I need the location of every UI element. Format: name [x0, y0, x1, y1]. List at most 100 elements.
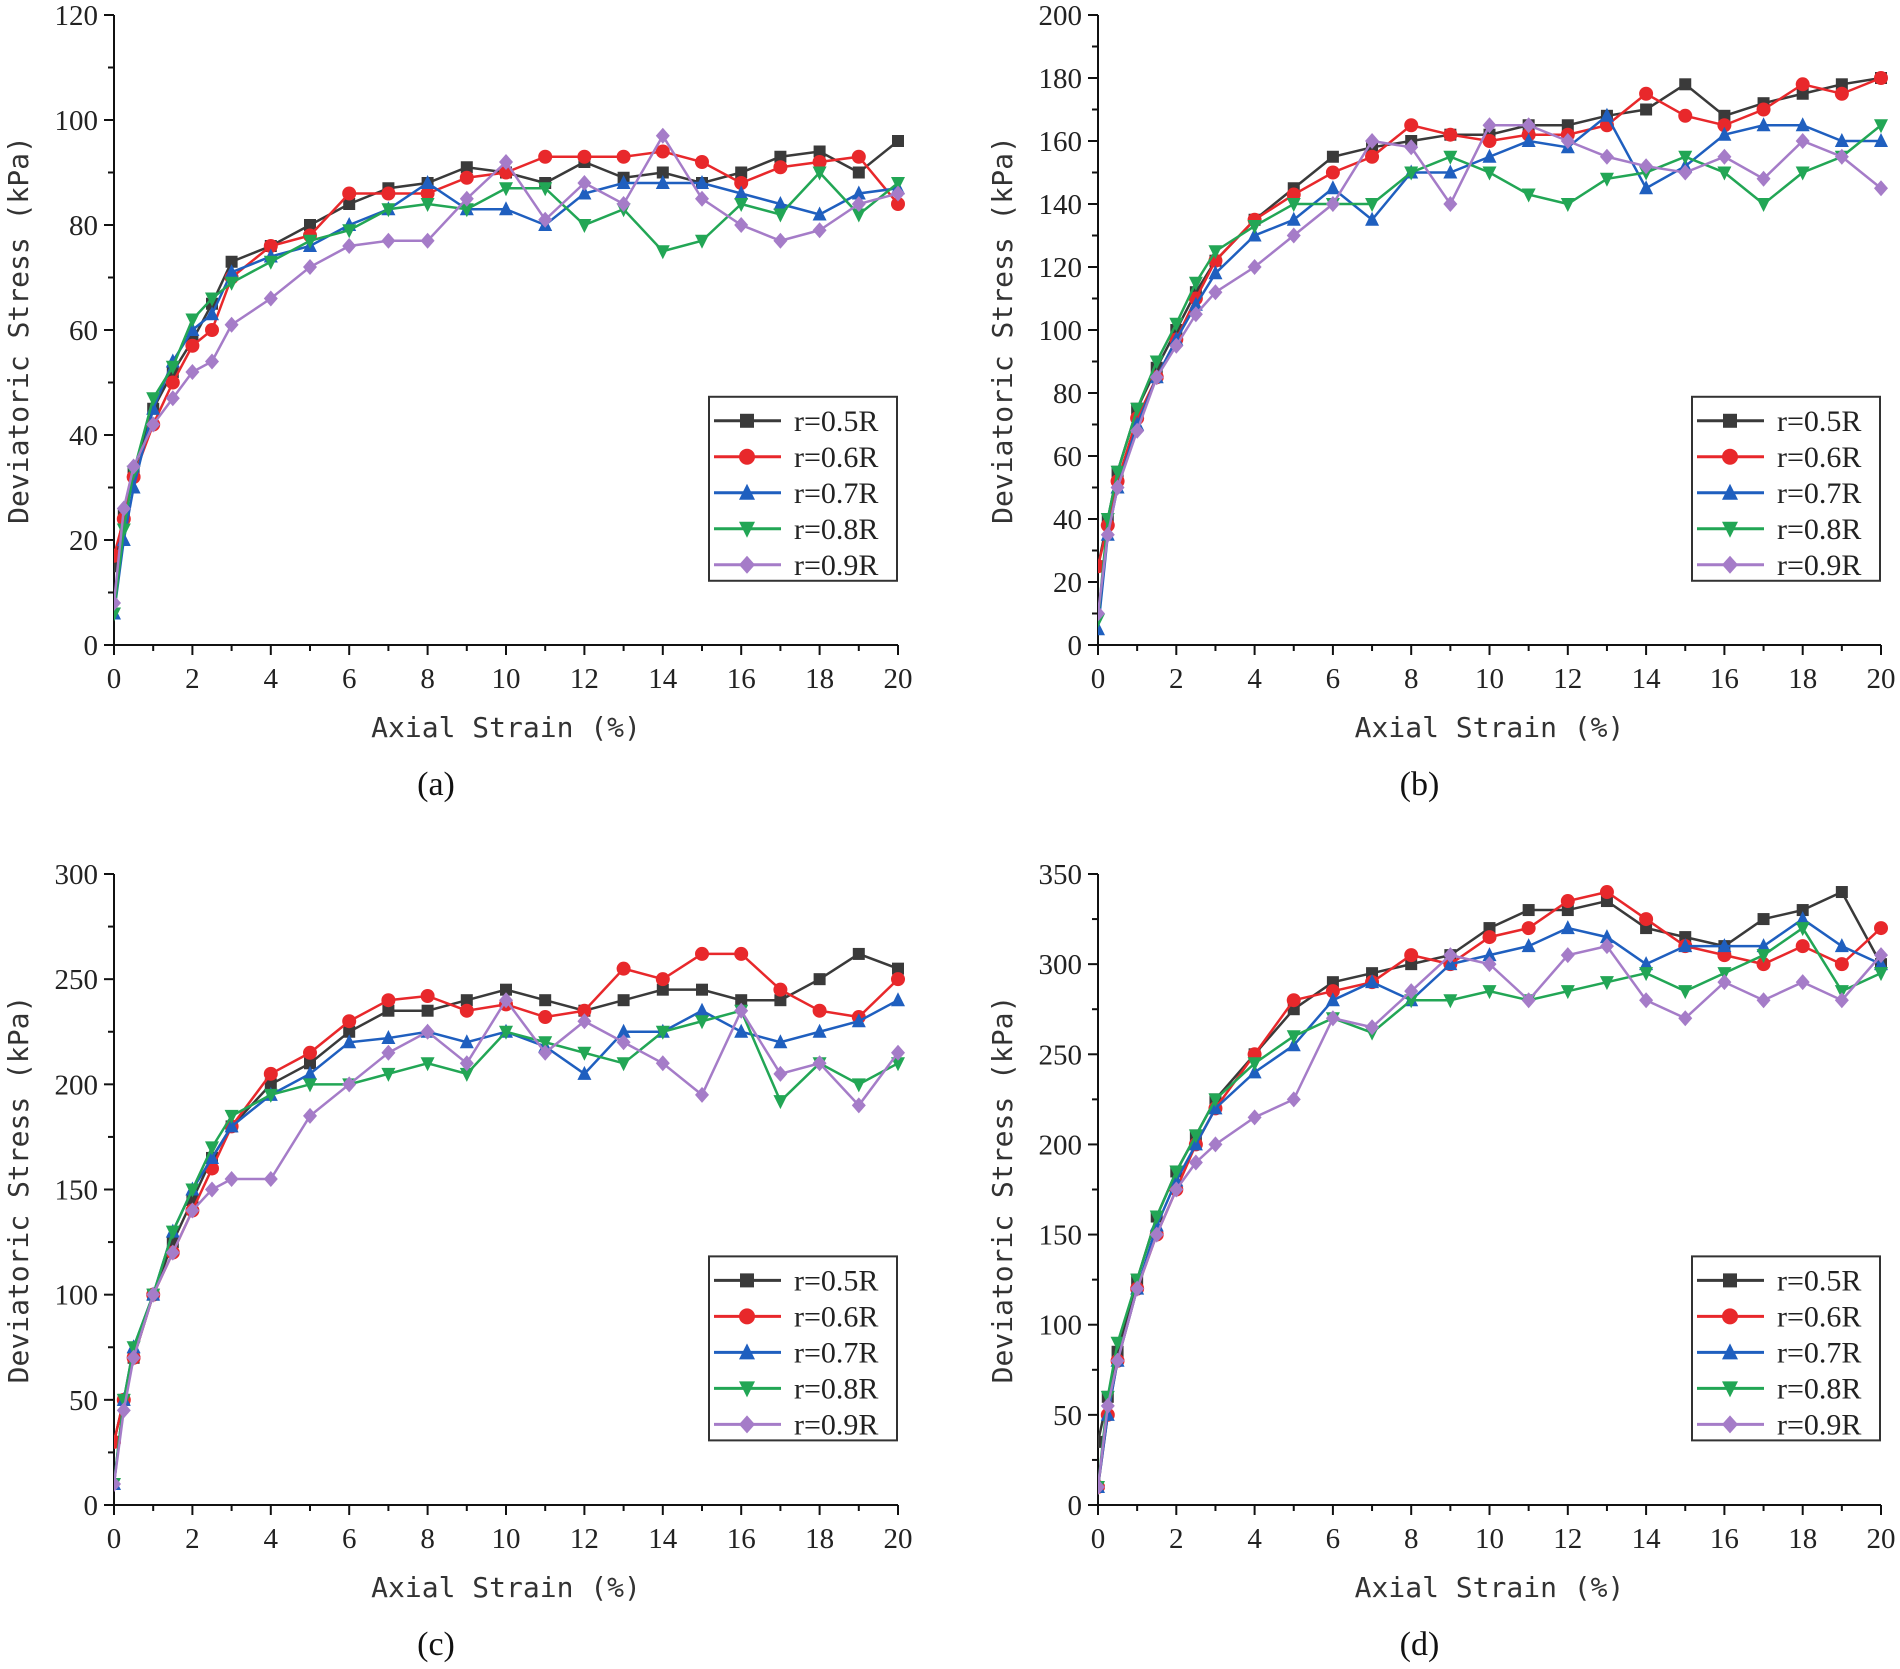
data-point — [1678, 108, 1693, 123]
x-tick-label: 4 — [1247, 663, 1262, 695]
data-point — [1286, 993, 1301, 1008]
data-point — [1286, 227, 1301, 244]
data-point — [1718, 109, 1731, 122]
data-point — [499, 1025, 513, 1040]
data-point — [224, 1118, 239, 1133]
data-point — [1443, 196, 1458, 212]
data-point — [225, 255, 238, 268]
y-tick-label: 350 — [1039, 859, 1083, 891]
data-point — [1443, 164, 1458, 179]
data-point — [538, 1036, 553, 1051]
data-point — [381, 993, 396, 1008]
data-point — [224, 264, 239, 279]
data-point — [1286, 211, 1301, 226]
data-point — [1247, 259, 1262, 275]
data-point — [851, 1013, 866, 1028]
data-point — [1599, 172, 1614, 187]
data-point — [342, 224, 357, 239]
x-tick-label: 18 — [805, 663, 834, 695]
data-point — [224, 316, 239, 333]
data-point — [1149, 369, 1164, 386]
y-tick-label: 100 — [55, 1280, 99, 1312]
data-point — [1247, 227, 1262, 242]
y-tick-label: 100 — [1039, 315, 1083, 347]
x-tick-label: 14 — [1632, 1523, 1662, 1555]
data-point — [734, 946, 749, 961]
legend-label: r=0.5R — [794, 1264, 878, 1297]
series-r=0.9R — [1098, 117, 1888, 622]
x-tick-label: 4 — [264, 663, 279, 695]
data-point — [126, 458, 141, 475]
data-point — [1717, 974, 1732, 991]
y-tick-label: 300 — [1039, 949, 1083, 981]
y-tick-label: 100 — [1039, 1310, 1083, 1342]
x-tick-label: 12 — [1553, 663, 1582, 695]
legend-label: r=0.9R — [1777, 549, 1861, 582]
legend-marker — [1723, 1273, 1737, 1288]
data-point — [1208, 1093, 1223, 1108]
legend-marker — [1722, 521, 1738, 538]
x-axis-title: Axial Strain (%) — [371, 1571, 641, 1604]
data-point — [695, 946, 709, 961]
x-tick-label: 2 — [185, 1523, 200, 1555]
data-point — [1834, 938, 1849, 953]
data-point — [1482, 134, 1497, 148]
data-point — [499, 201, 513, 216]
chart-panel-2: 0 2 4 6 8 10 12 14 16 18 20050100150200250300Axial… — [2, 859, 913, 1663]
data-point — [851, 208, 866, 223]
data-point — [1678, 985, 1693, 1000]
data-point — [420, 988, 435, 1003]
x-tick-label: 6 — [342, 1523, 357, 1555]
data-point — [1599, 885, 1614, 900]
data-point — [773, 982, 788, 997]
data-point — [185, 364, 200, 380]
data-point — [1365, 198, 1380, 212]
data-point — [1834, 148, 1849, 165]
y-tick-label: 250 — [55, 964, 99, 996]
data-point — [185, 1202, 200, 1219]
data-point — [116, 1402, 131, 1419]
legend-label: r=0.6R — [1777, 441, 1861, 474]
x-tick-label: 20 — [1867, 663, 1896, 695]
data-point — [1795, 166, 1810, 181]
data-point — [1717, 126, 1732, 141]
data-point — [1325, 180, 1340, 195]
data-point — [695, 1086, 709, 1103]
data-point — [695, 1015, 709, 1030]
data-point — [812, 222, 827, 239]
data-point — [382, 1004, 395, 1017]
data-point — [1247, 220, 1262, 235]
x-axis-title: Axial Strain (%) — [371, 711, 641, 744]
x-tick-label: 16 — [1710, 663, 1739, 695]
data-point — [460, 994, 473, 1007]
data-point — [1130, 402, 1145, 417]
data-point — [891, 185, 905, 202]
data-point — [1443, 956, 1458, 971]
data-point — [1110, 1352, 1125, 1369]
data-point — [773, 232, 788, 249]
data-point — [1208, 245, 1223, 260]
data-point — [1874, 119, 1888, 134]
data-point — [617, 994, 630, 1007]
data-point — [734, 198, 749, 212]
data-point — [1286, 1091, 1301, 1108]
x-tick-label: 8 — [1404, 1523, 1419, 1555]
data-point — [420, 1057, 435, 1072]
x-tick-label: 0 — [1091, 663, 1106, 695]
data-point — [1130, 1280, 1145, 1297]
data-point — [812, 1023, 827, 1038]
data-point — [1678, 1010, 1693, 1027]
x-tick-label: 20 — [884, 663, 913, 695]
x-tick-label: 14 — [648, 1523, 678, 1555]
data-point — [1325, 984, 1340, 999]
data-point — [891, 177, 905, 191]
x-tick-label: 0 — [1091, 1523, 1106, 1555]
data-point — [813, 145, 826, 158]
legend-label: r=0.6R — [1777, 1300, 1861, 1333]
y-tick-label: 20 — [1053, 567, 1082, 599]
data-point — [538, 149, 553, 164]
data-point — [773, 1034, 788, 1049]
data-point — [1100, 526, 1115, 543]
x-axis-title: Axial Strain (%) — [1355, 711, 1625, 744]
